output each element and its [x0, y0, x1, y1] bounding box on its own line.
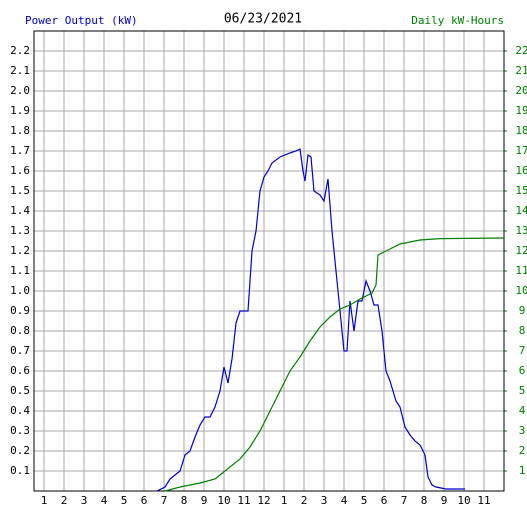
- y-tick-label: 2.0: [10, 84, 30, 97]
- x-tick-label: 12: [257, 494, 270, 507]
- x-tick-label: 1: [41, 494, 48, 507]
- y-tick-label: 1.8: [10, 124, 30, 137]
- y-tick-label: 1.7: [10, 144, 30, 157]
- y-tick-label: 1.4: [10, 204, 30, 217]
- y2-tick-label: 7: [519, 344, 526, 357]
- y2-tick-label: 17: [515, 144, 527, 157]
- x-tick-label: 8: [181, 494, 188, 507]
- y2-tick-label: 19: [515, 104, 527, 117]
- y-tick-label: 0.3: [10, 424, 30, 437]
- x-tick-label: 11: [237, 494, 250, 507]
- x-tick-label: 2: [301, 494, 308, 507]
- x-tick-label: 10: [217, 494, 230, 507]
- x-tick-label: 4: [101, 494, 108, 507]
- y2-tick-label: 3: [519, 424, 526, 437]
- y2-tick-label: 9: [519, 304, 526, 317]
- y2-tick-label: 22: [515, 44, 527, 57]
- series-line: [164, 237, 505, 492]
- y-tick-label: 1.2: [10, 244, 30, 257]
- x-tick-label: 7: [401, 494, 408, 507]
- x-tick-label: 6: [141, 494, 148, 507]
- y-tick-label: 1.0: [10, 284, 30, 297]
- y2-tick-label: 15: [515, 184, 527, 197]
- x-tick-label: 11: [477, 494, 490, 507]
- series-line: [156, 148, 465, 492]
- y2-tick-label: 4: [519, 404, 526, 417]
- y2-tick-label: 18: [515, 124, 527, 137]
- x-tick-label: 1: [281, 494, 288, 507]
- y2-tick-label: 13: [515, 224, 527, 237]
- x-tick-label: 3: [321, 494, 328, 507]
- y2-tick-label: 1: [519, 464, 526, 477]
- y-tick-label: 0.9: [10, 304, 30, 317]
- x-tick-label: 7: [161, 494, 168, 507]
- x-tick-label: 5: [121, 494, 128, 507]
- chart-title: 06/23/2021: [224, 12, 302, 27]
- y-tick-label: 1.1: [10, 264, 30, 277]
- y2-tick-label: 2: [519, 444, 526, 457]
- y-tick-label: 2.2: [10, 44, 30, 57]
- y-tick-label: 1.6: [10, 164, 30, 177]
- plot-border: [33, 30, 505, 492]
- y-tick-label: 0.2: [10, 444, 30, 457]
- y2-tick-label: 11: [515, 264, 527, 277]
- x-tick-label: 8: [421, 494, 428, 507]
- y-tick-label: 1.5: [10, 184, 30, 197]
- x-tick-label: 6: [381, 494, 388, 507]
- y-tick-label: 0.5: [10, 384, 30, 397]
- x-tick-label: 9: [201, 494, 208, 507]
- x-tick-label: 5: [361, 494, 368, 507]
- y-tick-label: 1.3: [10, 224, 30, 237]
- y-axis-label: Power Output (kW): [25, 14, 138, 27]
- y-tick-label: 0.8: [10, 324, 30, 337]
- y2-tick-label: 8: [519, 324, 526, 337]
- y-tick-label: 2.1: [10, 64, 30, 77]
- y-tick-label: 0.1: [10, 464, 30, 477]
- y-tick-label: 0.4: [10, 404, 30, 417]
- y2-tick-label: 5: [519, 384, 526, 397]
- x-tick-label: 9: [441, 494, 448, 507]
- x-tick-label: 10: [457, 494, 470, 507]
- x-tick-label: 3: [81, 494, 88, 507]
- x-tick-label: 4: [341, 494, 348, 507]
- y2-tick-label: 16: [515, 164, 527, 177]
- y-tick-label: 0.6: [10, 364, 30, 377]
- y2-tick-label: 10: [515, 284, 527, 297]
- y2-tick-label: 6: [519, 364, 526, 377]
- x-tick-label: 2: [61, 494, 68, 507]
- y2-axis-label: Daily kW-Hours: [411, 14, 504, 27]
- y2-tick-label: 14: [515, 204, 527, 217]
- y-tick-label: 0.7: [10, 344, 30, 357]
- y-tick-label: 1.9: [10, 104, 30, 117]
- y2-tick-label: 21: [515, 64, 527, 77]
- y2-tick-label: 20: [515, 84, 527, 97]
- y2-tick-label: 12: [515, 244, 527, 257]
